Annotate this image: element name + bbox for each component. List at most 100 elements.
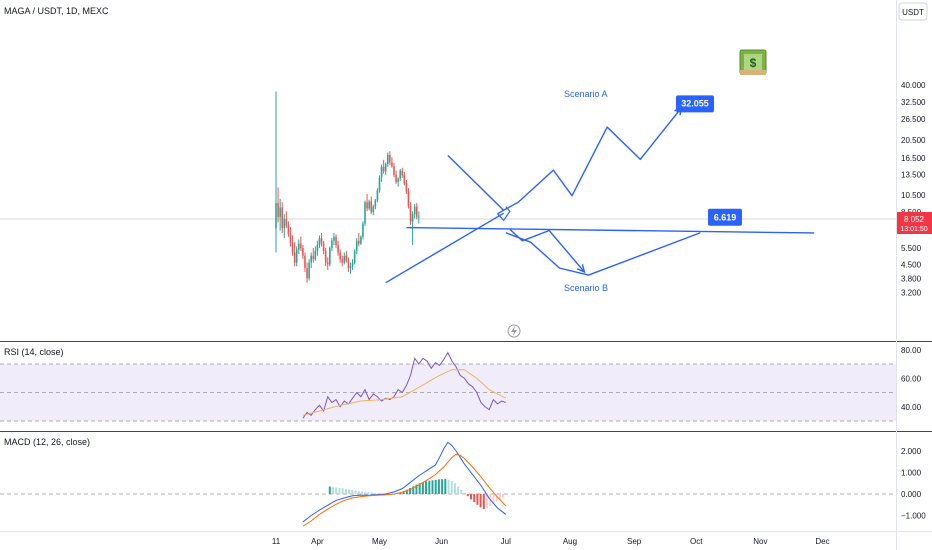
candle-body: [291, 243, 294, 253]
macd-histogram-bar: [351, 490, 354, 494]
macd-histogram-bar: [460, 489, 463, 494]
rsi-title: RSI (14, close): [4, 347, 64, 357]
macd-histogram-bar: [399, 492, 402, 494]
candle-body: [306, 268, 308, 279]
currency-button[interactable]: [898, 2, 928, 21]
candle-body: [347, 260, 350, 269]
target-tag-lower[interactable]: 6.619: [708, 208, 742, 226]
macd-histogram-bar: [376, 493, 379, 495]
price-tick-label: 26.500: [901, 115, 926, 124]
candle-body: [370, 201, 373, 213]
triangle-apex-arrow: [497, 206, 511, 222]
candle-body: [277, 203, 279, 218]
macd-histogram-bar: [348, 489, 351, 494]
candle-body: [289, 234, 292, 244]
price-tick-label: 5.500: [901, 244, 922, 253]
price-tick-label: 32.500: [901, 98, 926, 107]
macd-histogram-bar: [444, 478, 447, 494]
candle-body: [341, 259, 344, 263]
candle-body: [295, 249, 298, 263]
macd-histogram-bar: [476, 494, 479, 505]
macd-histogram-bar: [405, 489, 408, 494]
triangle-upper-trendline: [447, 154, 505, 211]
macd-histogram-bar: [425, 481, 428, 494]
target-tag-upper[interactable]: 32.055: [676, 95, 714, 113]
candle-body: [389, 154, 391, 163]
scenario-b-arrowhead: [576, 264, 586, 274]
candle-body: [384, 164, 387, 172]
macd-histogram-bar: [495, 494, 498, 502]
macd-histogram-bar: [492, 494, 495, 504]
macd-histogram-bar: [364, 491, 367, 494]
rsi-line: [302, 351, 506, 419]
candle-body: [281, 207, 284, 229]
price-tick-label: 40.000: [901, 81, 926, 90]
macd-histogram-bar: [441, 479, 444, 494]
macd-histogram-bar: [412, 486, 415, 494]
candle-body: [393, 166, 395, 175]
time-tick-label: Aug: [563, 537, 577, 546]
price-tick-label: 10.500: [901, 191, 926, 200]
candle-body: [285, 219, 288, 226]
candle-body: [308, 262, 310, 279]
trendline-drawings[interactable]: [385, 106, 815, 284]
time-tick-label: Apr: [311, 537, 324, 546]
macd-histogram-bar: [486, 494, 489, 509]
candle-body: [310, 255, 312, 263]
macd-histogram-bar: [367, 492, 370, 494]
macd-tick-label: 2.000: [901, 447, 922, 456]
candle-body: [397, 178, 399, 182]
macd-histogram-bar: [421, 482, 424, 494]
macd-histogram-bar: [332, 486, 335, 494]
candle-body: [411, 214, 414, 222]
candle-body: [399, 170, 401, 179]
candle-body: [358, 240, 360, 244]
candle-body: [287, 225, 290, 235]
time-tick-label: Jul: [501, 537, 511, 546]
target-tag-lower-text: 6.619: [714, 213, 737, 223]
macd-histogram-bar: [418, 483, 421, 494]
current-price-tag[interactable]: 8.052 13:01:50: [897, 212, 932, 234]
target-tag-upper-text: 32.055: [681, 98, 709, 108]
macd-histogram-bar: [437, 479, 440, 494]
candle-body: [293, 252, 296, 263]
macd-histogram-bar: [402, 491, 405, 494]
scenario-b-path: [509, 228, 585, 273]
candle-body: [318, 238, 321, 246]
candle-body: [329, 247, 331, 265]
macd-histogram-bar: [409, 487, 412, 494]
rsi-series: [302, 351, 506, 419]
macd-histogram-bar: [344, 488, 347, 494]
candle-body: [302, 247, 304, 256]
macd-line: [302, 441, 507, 523]
candle-body: [333, 236, 335, 241]
macd-histogram-bar: [428, 480, 431, 494]
triangle-lower-trendline: [385, 212, 505, 284]
candle-body: [391, 162, 393, 167]
candle-body: [382, 166, 385, 172]
candle-body: [353, 250, 356, 263]
time-axis-labels[interactable]: 11 Apr May Jun Jul Aug Sep Oct Nov Dec: [272, 537, 830, 546]
candle-body: [339, 252, 341, 260]
candle-body: [351, 262, 354, 267]
candle-body: [401, 170, 404, 176]
rsi-ma-line: [302, 369, 506, 416]
macd-histogram-bar: [357, 490, 360, 494]
candle-body: [418, 216, 420, 218]
candle-body: [380, 166, 383, 178]
time-tick-label: Nov: [753, 537, 767, 546]
price-axis-labels[interactable]: 40.000 32.500 26.500 20.500 16.500 13.500 10.5…: [901, 81, 926, 297]
scenario-a-label: Scenario A: [564, 89, 608, 99]
time-tick-label: 11: [272, 537, 281, 546]
current-price-countdown: 13:01:50: [900, 226, 927, 233]
support-horizontal-line: [406, 226, 815, 234]
candle-body: [403, 175, 406, 184]
macd-histogram-bar: [469, 494, 472, 500]
macd-histogram-bar: [415, 484, 418, 494]
lightning-icon[interactable]: [507, 324, 521, 338]
current-price-value: 8.052: [904, 215, 925, 224]
macd-histogram-bar: [479, 494, 482, 508]
candle-body: [275, 203, 277, 229]
macd-histogram-bar: [373, 492, 376, 494]
